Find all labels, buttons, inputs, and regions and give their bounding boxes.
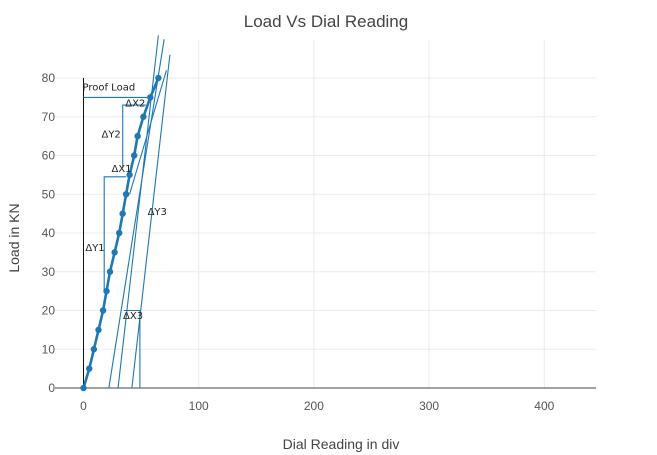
y-tick-label: 50	[42, 187, 56, 201]
data-point	[147, 94, 154, 101]
annotations: Proof Load ΔX2 ΔY2 ΔX1 ΔY1 ΔY3 ΔX3	[83, 82, 167, 322]
data-series	[80, 74, 162, 392]
data-point	[103, 287, 110, 295]
y-tick-label: 80	[42, 71, 56, 85]
y-tick-label: 20	[42, 304, 56, 318]
data-point	[106, 268, 114, 275]
x-ticks: 0 100 200 300 400	[80, 399, 554, 413]
y-tick-label: 10	[42, 342, 56, 356]
data-point	[140, 113, 147, 120]
y-ticks: 0 10 20 30 40 50 60 70 80	[42, 71, 56, 395]
y-tick-label: 30	[42, 265, 56, 279]
construction-line	[103, 176, 127, 292]
y-tick-label: 60	[42, 149, 56, 163]
x-tick-label: 0	[80, 399, 87, 413]
x-tick-label: 300	[419, 399, 439, 413]
data-point	[90, 346, 98, 353]
annotation-label: ΔX2	[125, 98, 145, 109]
construction-line	[122, 104, 146, 168]
annotation-label: ΔY3	[148, 207, 167, 218]
annotation-label: ΔX1	[111, 164, 131, 175]
y-tick-label: 70	[42, 110, 56, 124]
x-tick-label: 400	[534, 399, 554, 413]
annotation-label: ΔY1	[85, 243, 104, 254]
tangent-line	[129, 70, 167, 195]
annotation-label: ΔY2	[101, 130, 120, 141]
tangent-line	[108, 39, 165, 389]
data-point	[130, 152, 138, 159]
data-point	[134, 132, 141, 140]
y-tick-label: 0	[48, 381, 55, 395]
data-point	[122, 191, 130, 198]
x-tick-label: 100	[189, 399, 209, 413]
annotation-label: ΔX3	[123, 311, 143, 322]
construction-line	[123, 309, 141, 388]
y-tick-label: 40	[42, 226, 56, 240]
data-point	[99, 307, 107, 314]
y-axis-title: Load in KN	[6, 203, 22, 272]
data-point	[80, 384, 87, 392]
x-tick-label: 200	[304, 399, 324, 413]
construction-lines	[83, 96, 151, 388]
data-point	[126, 171, 133, 179]
x-axis-title: Dial Reading in div	[283, 436, 400, 452]
chart-title: Load Vs Dial Reading	[244, 12, 408, 31]
data-point	[95, 326, 102, 334]
data-point	[111, 249, 118, 256]
tangent-line	[131, 54, 171, 389]
tangent-lines	[108, 35, 171, 389]
data-point	[155, 74, 162, 82]
data-point	[119, 210, 126, 217]
data-point	[116, 229, 123, 237]
annotation-label: Proof Load	[83, 82, 136, 93]
data-point	[86, 365, 93, 372]
